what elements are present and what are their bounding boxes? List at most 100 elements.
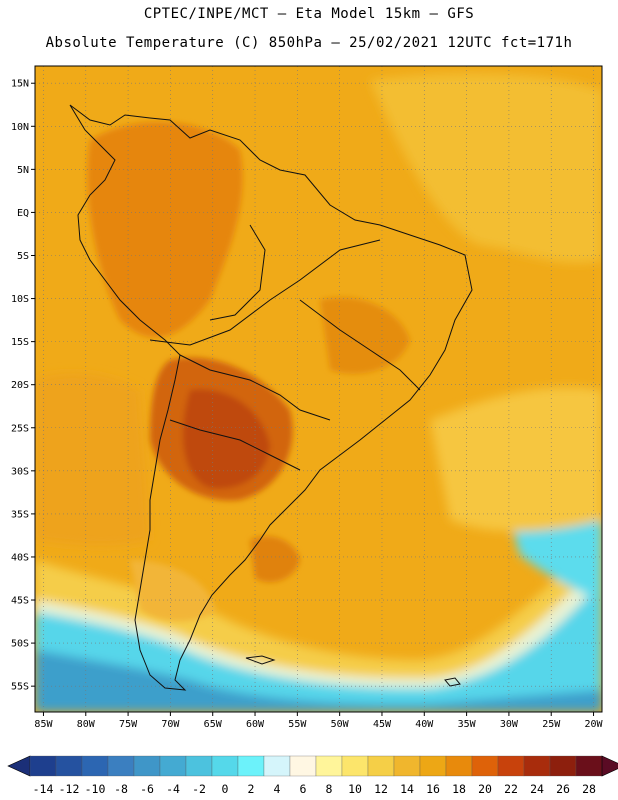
colorbar-label: 24 — [530, 782, 544, 796]
chart-subtitle: Absolute Temperature (C) 850hPa – 25/02/… — [45, 35, 573, 51]
map-frame — [34, 65, 603, 713]
lon-tick-label: 20W — [585, 719, 604, 730]
lon-tick-label: 50W — [331, 719, 350, 730]
lon-tick-label: 40W — [415, 719, 434, 730]
border-peru — [209, 224, 266, 321]
lat-tick-label: 5N — [17, 165, 29, 176]
colorbar-swatch — [185, 755, 213, 777]
colorbar-swatch — [445, 755, 473, 777]
colorbar-label: -12 — [59, 782, 80, 796]
warm-north-andes — [87, 121, 243, 338]
colorbar-label: 8 — [326, 782, 333, 796]
chart-title: CPTEC/INPE/MCT – Eta Model 15km – GFS — [143, 6, 475, 22]
colorbar-label: 14 — [400, 782, 414, 796]
colorbar-swatch — [315, 755, 343, 777]
colorbar-swatch — [211, 755, 239, 777]
ocean-south-gold — [430, 387, 602, 532]
colorbar-label: -2 — [192, 782, 206, 796]
colorbar-label: 12 — [374, 782, 388, 796]
border-bolivia — [179, 354, 331, 421]
colorbar-swatch — [367, 755, 395, 777]
lon-tick-label: 65W — [204, 719, 223, 730]
colorbar-swatch — [341, 755, 369, 777]
lon-tick-label: 55W — [288, 719, 307, 730]
colorbar-label: 0 — [222, 782, 229, 796]
colorbar-swatch — [29, 755, 57, 777]
warm-patagonia-east — [250, 536, 300, 583]
colorbar-label: 26 — [556, 782, 570, 796]
colorbar-swatch — [81, 755, 109, 777]
colorbar-swatch — [575, 755, 603, 777]
lon-tick-label: 45W — [373, 719, 392, 730]
colorbar-swatch — [107, 755, 135, 777]
colorbar-swatch — [55, 755, 83, 777]
longitude-axis: 85W 80W 75W 70W 65W 60W 55W 50W 45W 40W 35W 30W 25W 2… — [34, 712, 604, 730]
lat-tick-label: 50S — [11, 639, 29, 650]
falklands-outline — [245, 655, 276, 665]
lon-tick-label: 30W — [500, 719, 519, 730]
lat-tick-label: 25S — [11, 423, 29, 434]
hot-core — [182, 389, 270, 489]
graticule — [35, 66, 602, 712]
colorbar-swatch — [237, 755, 265, 777]
colorbar-label: -6 — [140, 782, 154, 796]
colorbar-swatch — [471, 755, 499, 777]
border-amazon — [149, 239, 381, 346]
lon-tick-label: 60W — [246, 719, 265, 730]
latitude-axis: 15N 10N 5N EQ 5S 10S 15S 20S 25S 30S 35S 40S 45S 50S 5… — [11, 79, 35, 693]
colorbar-label: -10 — [85, 782, 106, 796]
colorbar-low-arrow — [7, 755, 31, 777]
colorbar-label: 10 — [348, 782, 362, 796]
colorbar-swatch — [289, 755, 317, 777]
colorbar-swatch — [497, 755, 525, 777]
warm-central-brazil — [320, 297, 410, 374]
lat-tick-label: 15N — [11, 79, 29, 90]
colorbar-label: -14 — [33, 782, 54, 796]
colorbar-label: -8 — [114, 782, 128, 796]
colorbar-labels: -14 -12 -10 -8 -6 -4 -2 0 2 4 6 8 10 12 14 16 18 20 22 24 26… — [33, 782, 596, 796]
lat-tick-label: EQ — [17, 208, 29, 219]
colorbar-swatch — [549, 755, 577, 777]
lon-tick-label: 85W — [34, 719, 53, 730]
lat-tick-label: 55S — [11, 682, 29, 693]
coastlines — [69, 104, 473, 691]
colorbar-label: 28 — [582, 782, 596, 796]
colorbar-label: 20 — [478, 782, 492, 796]
colorbar-label: 6 — [300, 782, 307, 796]
colorbar-label: 16 — [426, 782, 440, 796]
band-blue — [35, 650, 602, 712]
south-america-outline — [69, 104, 473, 691]
colorbar-label: 22 — [504, 782, 518, 796]
lat-tick-label: 5S — [17, 251, 29, 262]
colorbar-swatch — [159, 755, 187, 777]
colorbar-label: -4 — [166, 782, 180, 796]
lon-tick-label: 75W — [119, 719, 138, 730]
lat-tick-label: 10N — [11, 122, 29, 133]
lat-tick-label: 15S — [11, 337, 29, 348]
lon-tick-label: 80W — [77, 719, 96, 730]
patagonia-gold — [130, 560, 215, 622]
south-georgia-outline — [444, 677, 461, 687]
colorbar-swatch — [419, 755, 447, 777]
colorbar-swatch — [263, 755, 291, 777]
ocean-north-gold — [370, 73, 602, 263]
lat-tick-label: 45S — [11, 596, 29, 607]
pacific-warm — [35, 373, 150, 546]
colorbar — [7, 755, 618, 777]
lon-tick-label: 70W — [161, 719, 180, 730]
colorbar-swatch — [133, 755, 161, 777]
colorbar-high-arrow — [601, 755, 618, 777]
lat-tick-label: 35S — [11, 509, 29, 520]
colorbar-label: 4 — [274, 782, 281, 796]
colorbar-swatch — [523, 755, 551, 777]
lat-tick-label: 30S — [11, 466, 29, 477]
colorbar-label: 18 — [452, 782, 466, 796]
colorbar-label: 2 — [248, 782, 255, 796]
colorbar-swatch — [393, 755, 421, 777]
lon-tick-label: 35W — [458, 719, 477, 730]
border-brazil-states — [299, 299, 421, 391]
lat-tick-label: 40S — [11, 552, 29, 563]
temperature-field — [35, 66, 602, 712]
lon-tick-label: 25W — [542, 719, 561, 730]
